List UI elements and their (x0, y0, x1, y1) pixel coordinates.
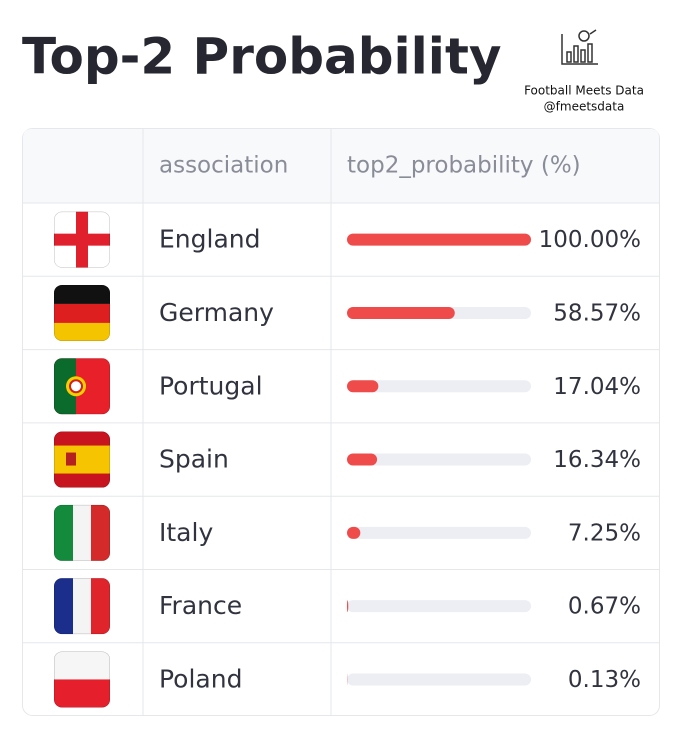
bar-track (347, 673, 531, 686)
flag (54, 651, 110, 708)
column-header: top2_probability (%) (347, 153, 581, 179)
value-label: 0.13% (568, 667, 641, 693)
value-label: 16.34% (553, 447, 641, 473)
value-label: 58.57% (553, 300, 641, 326)
flag-part (54, 233, 110, 246)
flag-part (54, 358, 76, 415)
bar-track (347, 453, 531, 466)
flag-part (54, 322, 110, 341)
flag (54, 578, 110, 635)
bar-track (347, 600, 531, 613)
association: Spain (159, 445, 229, 474)
flag-part (54, 303, 110, 323)
brand-handle: @fmeetsdata (544, 100, 625, 114)
bar-track (347, 526, 531, 539)
value-label: 7.25% (568, 520, 641, 546)
flag-part (54, 445, 110, 474)
flag (54, 358, 110, 415)
bar (347, 380, 379, 393)
flag-part (91, 578, 110, 635)
flag (54, 211, 110, 268)
brand-name: Football Meets Data (524, 84, 644, 98)
association: Poland (159, 664, 242, 693)
association: Italy (159, 518, 213, 547)
association: Portugal (159, 371, 263, 400)
flag-part (69, 379, 83, 394)
table: association top2_probability (%) (22, 128, 660, 716)
value-label: 0.67% (568, 594, 641, 620)
flag-part (66, 452, 76, 466)
header-background (23, 129, 659, 203)
bar (347, 526, 361, 539)
flag-part (73, 578, 91, 635)
bar (347, 306, 455, 319)
brand-icon (561, 29, 598, 65)
title: Top-2 Probability (22, 28, 501, 86)
flag-part (91, 504, 110, 561)
bar (347, 453, 378, 466)
bar-track (347, 380, 531, 393)
flag (54, 431, 110, 488)
bar (347, 600, 349, 613)
flag-part (54, 284, 110, 304)
bar (347, 233, 531, 246)
association: Germany (159, 298, 274, 327)
flag (54, 284, 110, 341)
flag-part (54, 679, 110, 708)
association: England (159, 225, 261, 254)
column-header: association (159, 153, 288, 179)
flag (54, 504, 110, 561)
flag-part (73, 504, 91, 561)
flag-part (54, 504, 73, 561)
table-frame (22, 128, 660, 716)
flag-part (54, 578, 73, 635)
association: France (159, 591, 242, 620)
value-label: 100.00% (539, 227, 641, 253)
flag-part (54, 651, 110, 680)
value-label: 17.04% (553, 374, 641, 400)
